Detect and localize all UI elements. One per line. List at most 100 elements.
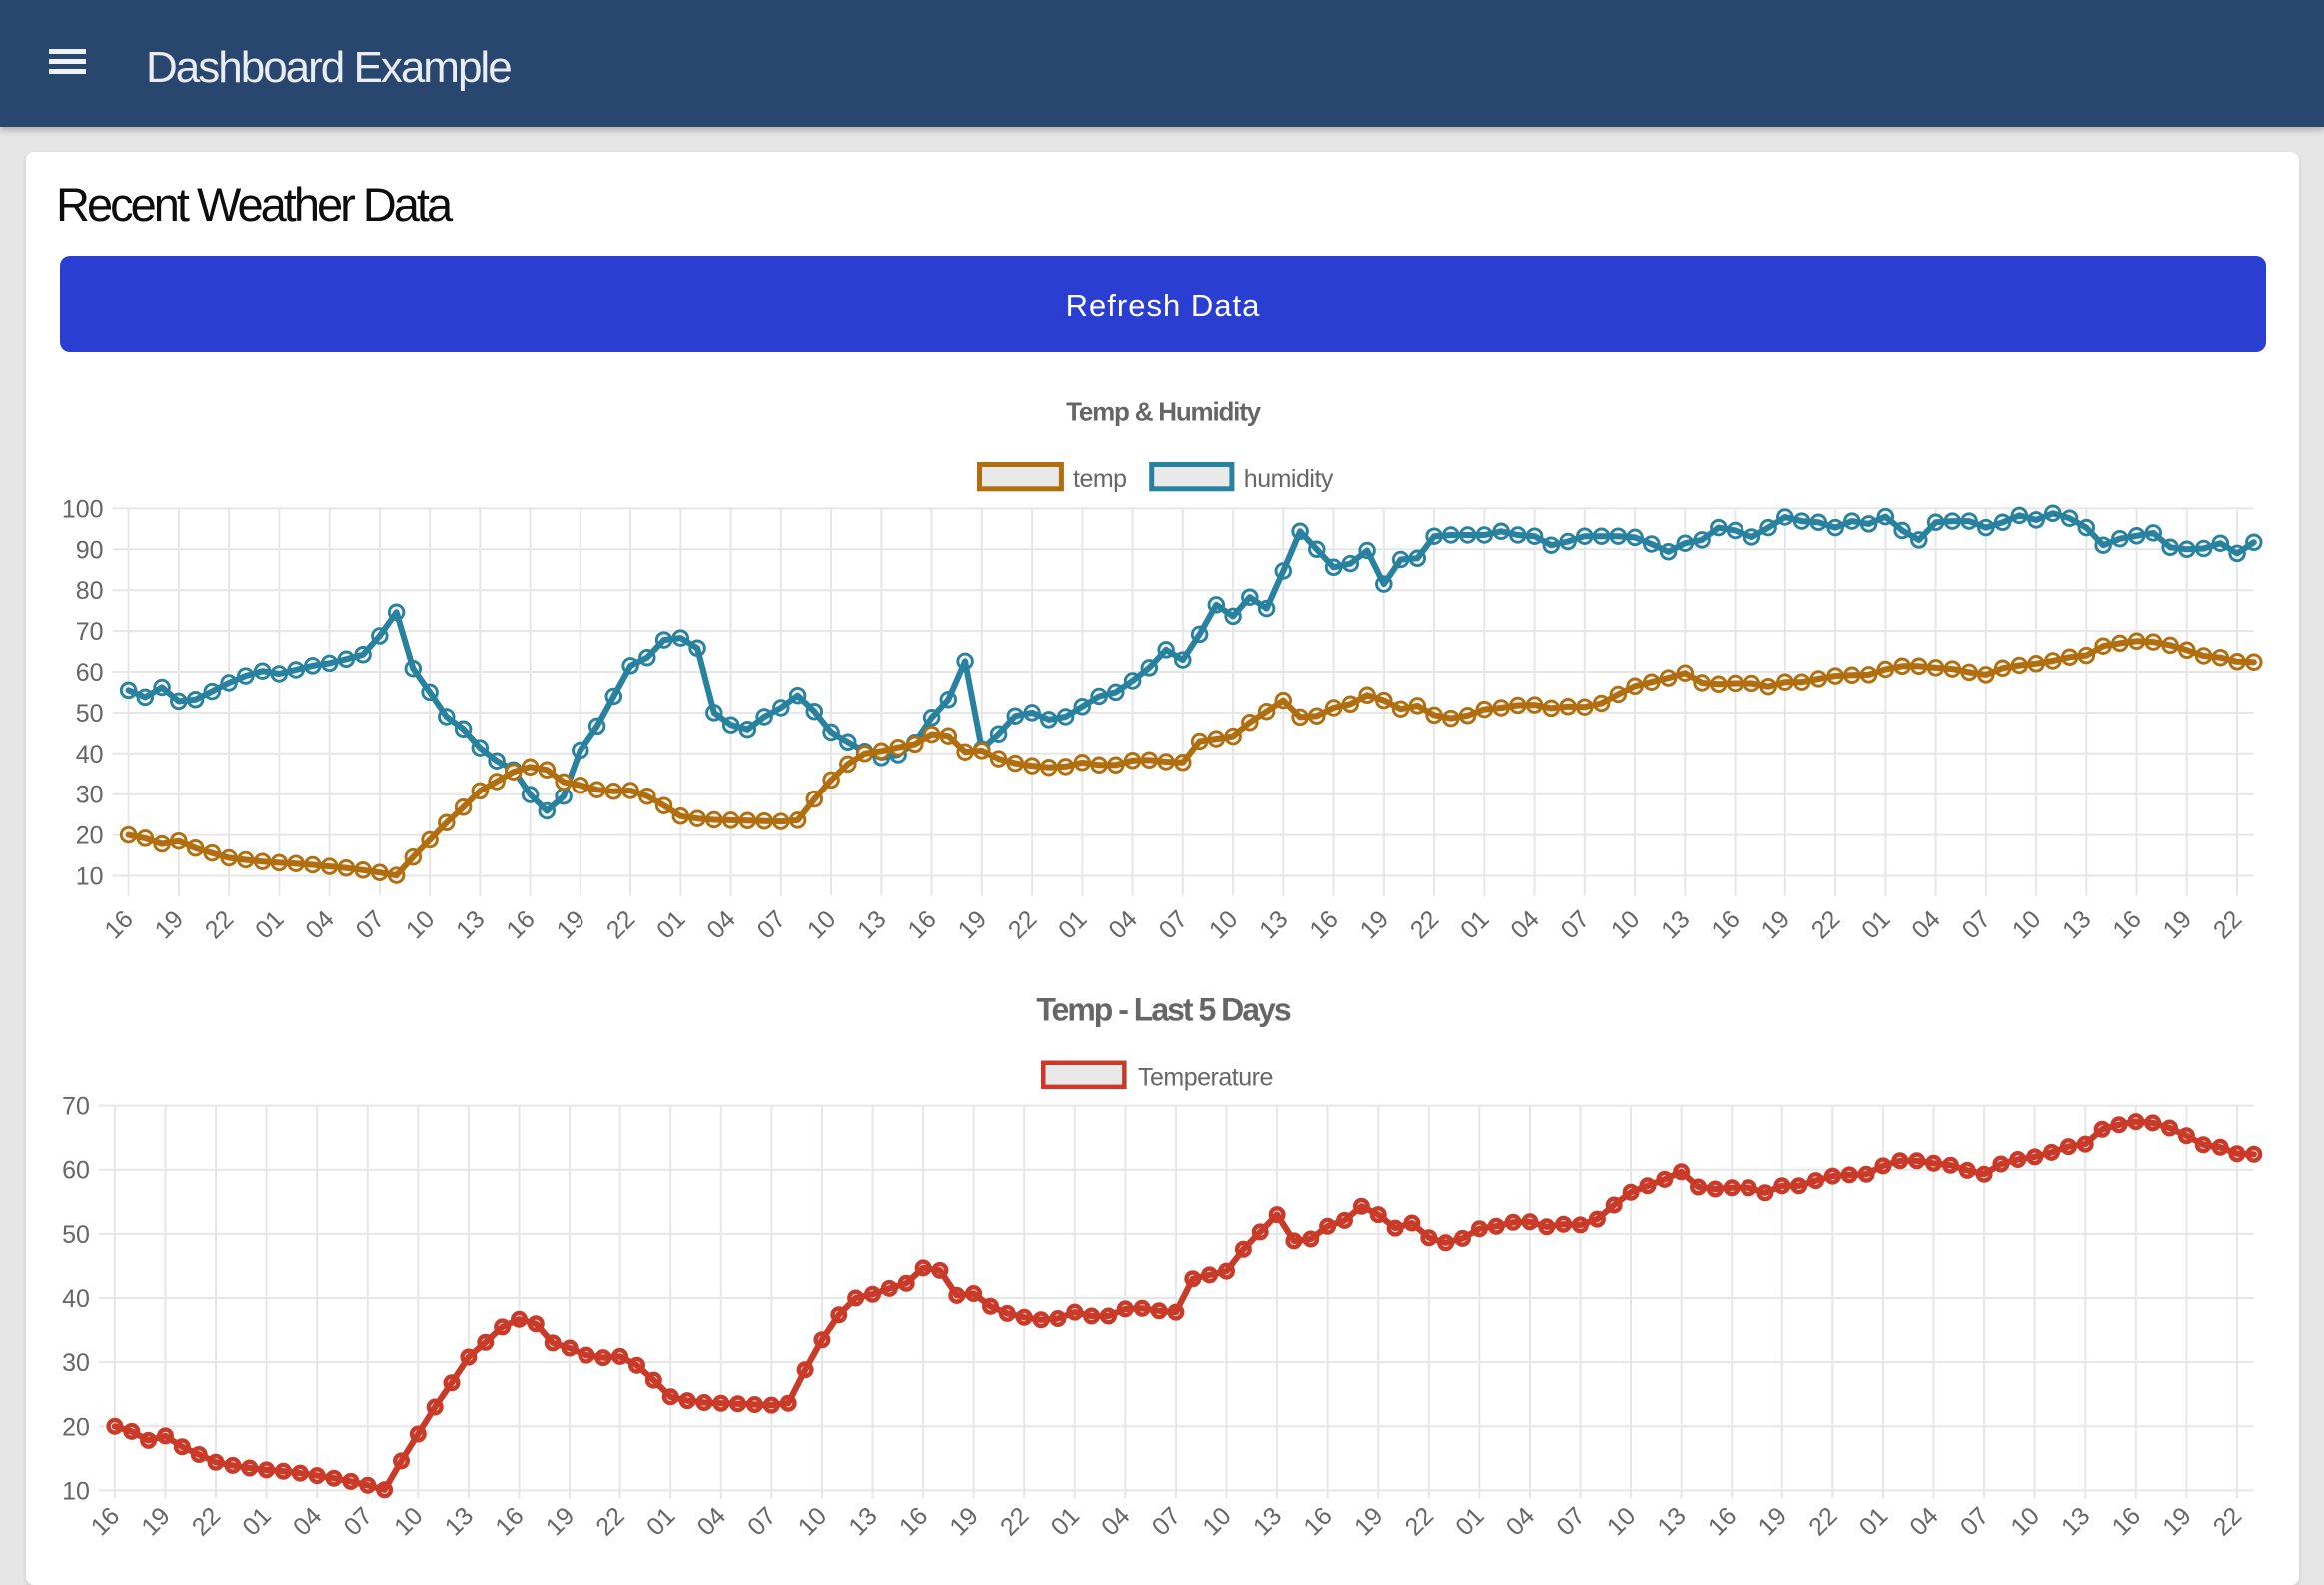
svg-text:01: 01: [1046, 1502, 1085, 1541]
svg-text:19: 19: [944, 1502, 983, 1541]
svg-text:16: 16: [1703, 1502, 1742, 1541]
svg-text:10: 10: [2007, 905, 2046, 944]
svg-text:30: 30: [76, 782, 104, 809]
svg-text:10: 10: [2005, 1502, 2044, 1541]
svg-text:22: 22: [200, 905, 239, 944]
svg-text:10: 10: [389, 1502, 428, 1541]
svg-text:04: 04: [701, 905, 741, 945]
svg-text:07: 07: [339, 1502, 378, 1541]
svg-text:20: 20: [62, 1413, 90, 1441]
svg-text:22: 22: [995, 1502, 1034, 1541]
svg-text:19: 19: [2157, 1502, 2196, 1541]
svg-text:01: 01: [641, 1502, 680, 1541]
svg-text:13: 13: [440, 1502, 479, 1541]
svg-text:07: 07: [752, 905, 791, 944]
svg-text:13: 13: [843, 1502, 882, 1541]
svg-text:70: 70: [62, 1093, 90, 1121]
svg-text:07: 07: [1955, 1502, 1994, 1541]
svg-text:22: 22: [590, 1502, 629, 1541]
svg-text:16: 16: [2107, 1502, 2146, 1541]
svg-text:01: 01: [651, 905, 690, 944]
svg-text:19: 19: [1349, 1502, 1388, 1541]
svg-text:01: 01: [250, 905, 289, 944]
svg-text:16: 16: [2107, 905, 2146, 944]
svg-text:60: 60: [62, 1157, 90, 1185]
svg-text:30: 30: [62, 1349, 90, 1377]
svg-text:Temperature: Temperature: [1138, 1064, 1273, 1092]
svg-text:07: 07: [1556, 905, 1595, 944]
svg-text:16: 16: [490, 1502, 529, 1541]
svg-text:04: 04: [288, 1502, 328, 1542]
svg-text:13: 13: [1652, 1502, 1691, 1541]
svg-text:04: 04: [1103, 905, 1143, 945]
svg-text:04: 04: [1904, 1502, 1944, 1542]
svg-text:10: 10: [1606, 905, 1645, 944]
svg-text:60: 60: [76, 659, 104, 687]
svg-text:10: 10: [793, 1502, 832, 1541]
svg-text:40: 40: [76, 741, 104, 769]
svg-text:16: 16: [99, 905, 138, 944]
svg-text:13: 13: [1656, 905, 1695, 944]
svg-text:13: 13: [1254, 905, 1293, 944]
svg-text:01: 01: [1856, 905, 1895, 944]
svg-text:100: 100: [62, 495, 104, 523]
svg-text:13: 13: [2057, 905, 2096, 944]
svg-text:07: 07: [1147, 1502, 1186, 1541]
svg-text:16: 16: [1304, 905, 1343, 944]
svg-text:22: 22: [1806, 905, 1845, 944]
svg-text:16: 16: [1298, 1502, 1337, 1541]
svg-text:90: 90: [76, 536, 104, 564]
svg-text:16: 16: [1706, 905, 1744, 944]
svg-text:07: 07: [1154, 905, 1193, 944]
svg-text:Temp & Humidity: Temp & Humidity: [1066, 397, 1262, 427]
svg-text:10: 10: [1204, 905, 1243, 944]
svg-text:22: 22: [1003, 905, 1042, 944]
svg-text:07: 07: [1551, 1502, 1590, 1541]
svg-text:07: 07: [1957, 905, 1996, 944]
svg-text:04: 04: [1505, 905, 1545, 945]
svg-text:22: 22: [1803, 1502, 1842, 1541]
svg-text:50: 50: [62, 1221, 90, 1249]
svg-text:01: 01: [237, 1502, 276, 1541]
svg-text:04: 04: [300, 905, 340, 945]
svg-text:13: 13: [2056, 1502, 2095, 1541]
svg-text:10: 10: [76, 863, 104, 891]
svg-text:16: 16: [501, 905, 540, 944]
svg-text:04: 04: [1501, 1502, 1541, 1542]
svg-text:04: 04: [1906, 905, 1946, 945]
svg-text:80: 80: [76, 577, 104, 605]
svg-text:22: 22: [601, 905, 640, 944]
svg-text:temp: temp: [1073, 465, 1127, 493]
svg-text:22: 22: [1405, 905, 1444, 944]
svg-text:13: 13: [1248, 1502, 1287, 1541]
svg-text:22: 22: [1400, 1502, 1439, 1541]
svg-text:19: 19: [541, 1502, 580, 1541]
svg-text:40: 40: [62, 1285, 90, 1313]
svg-text:22: 22: [2208, 1502, 2247, 1541]
svg-text:19: 19: [1355, 905, 1394, 944]
svg-text:19: 19: [150, 905, 189, 944]
svg-text:Temp - Last 5 Days: Temp - Last 5 Days: [1036, 992, 1290, 1028]
svg-text:19: 19: [1756, 905, 1795, 944]
svg-text:07: 07: [351, 905, 390, 944]
svg-text:19: 19: [136, 1502, 175, 1541]
svg-text:04: 04: [1096, 1502, 1136, 1542]
svg-text:07: 07: [742, 1502, 781, 1541]
svg-text:16: 16: [86, 1502, 125, 1541]
svg-text:01: 01: [1053, 905, 1092, 944]
svg-text:04: 04: [692, 1502, 732, 1542]
svg-text:01: 01: [1450, 1502, 1489, 1541]
svg-text:16: 16: [902, 905, 941, 944]
svg-text:19: 19: [953, 905, 992, 944]
svg-text:13: 13: [852, 905, 891, 944]
svg-text:19: 19: [552, 905, 590, 944]
svg-text:19: 19: [1753, 1502, 1792, 1541]
svg-text:22: 22: [187, 1502, 226, 1541]
svg-text:19: 19: [2158, 905, 2197, 944]
svg-text:13: 13: [451, 905, 490, 944]
svg-text:10: 10: [401, 905, 440, 944]
svg-text:10: 10: [62, 1477, 90, 1505]
svg-text:10: 10: [1197, 1502, 1236, 1541]
svg-text:humidity: humidity: [1244, 465, 1334, 493]
svg-text:50: 50: [76, 700, 104, 728]
